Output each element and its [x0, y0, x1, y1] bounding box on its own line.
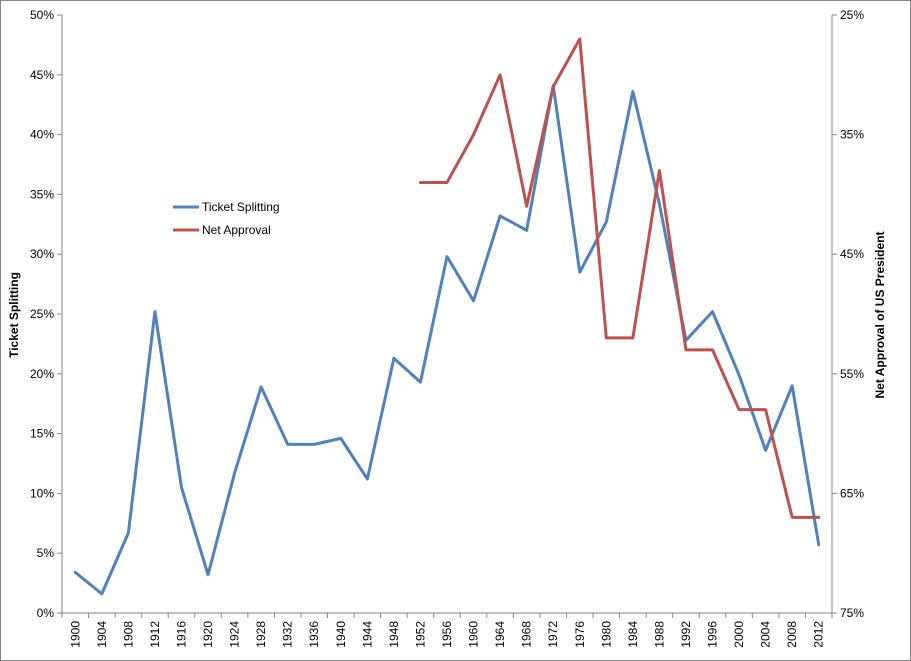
x-tick-label: 1944 [360, 621, 374, 648]
x-tick-label: 1908 [121, 621, 135, 648]
x-tick-label: 1940 [334, 621, 348, 648]
right-axis-title: Net Approval of US President [873, 232, 887, 399]
legend-label: Ticket Splitting [202, 200, 280, 214]
x-tick-label: 1968 [520, 621, 534, 648]
right-tick-label: 25% [840, 8, 864, 22]
x-tick-label: 1900 [68, 621, 82, 648]
left-tick-label: 30% [30, 247, 54, 261]
x-tick-label: 1976 [573, 621, 587, 648]
series-line-2 [418, 37, 821, 519]
left-y-axis: 0% 5% 10% 15% 20% 25% 30% 35% 40% 45% 50% [30, 8, 62, 620]
right-tick-label: 55% [840, 367, 864, 381]
x-tick-label: 1984 [626, 621, 640, 648]
x-tick-label: 1924 [228, 621, 242, 648]
right-tick-label: 45% [840, 247, 864, 261]
x-tick-label: 2012 [812, 621, 826, 648]
x-tick-label: 2000 [732, 621, 746, 648]
x-tick-label: 1948 [387, 621, 401, 648]
left-tick-label: 5% [37, 546, 55, 560]
x-tick-label: 1964 [493, 621, 507, 648]
left-tick-label: 20% [30, 367, 54, 381]
x-tick-label: 1912 [148, 621, 162, 648]
left-tick-label: 10% [30, 486, 54, 500]
left-tick-label: 45% [30, 68, 54, 82]
x-tick-label: 1980 [599, 621, 613, 648]
left-tick-label: 40% [30, 128, 54, 142]
left-tick-label: 35% [30, 187, 54, 201]
right-tick-label: 35% [840, 128, 864, 142]
x-tick-label: 1920 [201, 621, 215, 648]
x-tick-label: 1952 [413, 621, 427, 648]
left-tick-label: 15% [30, 427, 54, 441]
legend-label: Net Approval [202, 223, 271, 237]
x-tick-label: 1956 [440, 621, 454, 648]
x-tick-label: 1904 [95, 621, 109, 648]
left-axis-title: Ticket Splitting [7, 272, 21, 358]
x-tick-label: 2004 [759, 621, 773, 648]
x-tick-label: 1992 [679, 621, 693, 648]
x-axis: 1900 1904 1908 1912 1916 1920 1924 1928 1932 1936… [61, 613, 833, 648]
x-tick-label: 1928 [254, 621, 268, 648]
left-tick-label: 0% [37, 606, 55, 620]
x-tick-label: 1960 [467, 621, 481, 648]
left-tick-label: 25% [30, 307, 54, 321]
x-tick-label: 1988 [652, 621, 666, 648]
x-tick-label: 1916 [174, 621, 188, 648]
x-tick-label: 2008 [785, 621, 799, 648]
right-y-axis: 75% 65% 55% 45% 35% 25% [832, 8, 864, 620]
series-layer [73, 37, 821, 596]
series-line-1 [73, 84, 821, 596]
plot-area [61, 15, 833, 614]
right-tick-label: 65% [840, 486, 864, 500]
left-tick-label: 50% [30, 8, 54, 22]
x-tick-label: 1996 [706, 621, 720, 648]
x-tick-label: 1972 [546, 621, 560, 648]
right-tick-label: 75% [840, 606, 864, 620]
x-tick-label: 1936 [307, 621, 321, 648]
legend: Ticket Splitting Net Approval [173, 200, 280, 237]
x-tick-label: 1932 [281, 621, 295, 648]
